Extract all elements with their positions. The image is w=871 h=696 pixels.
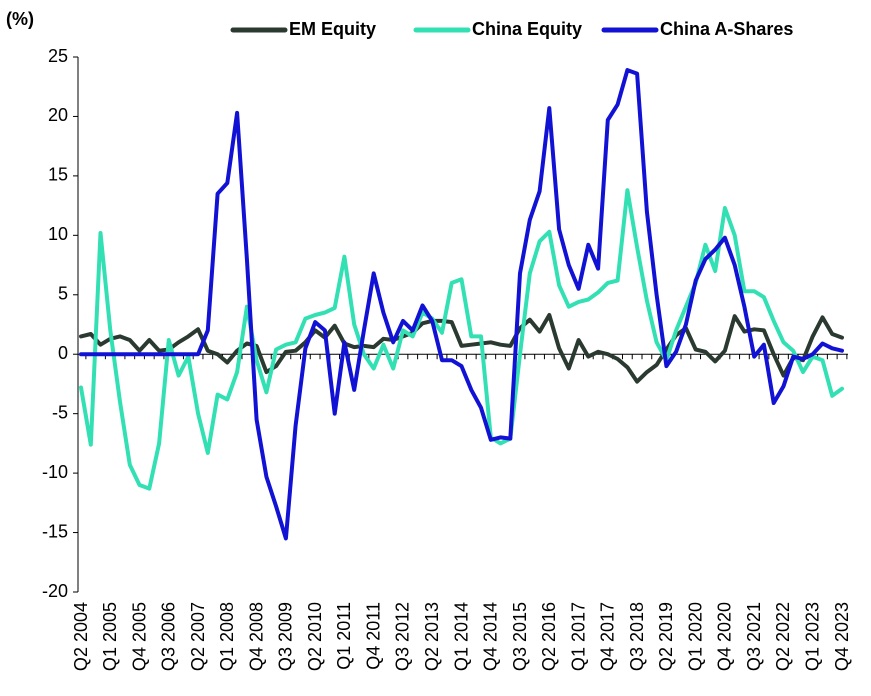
x-tick-label: Q4 2011: [363, 602, 383, 670]
x-tick-label: Q2 2022: [773, 602, 793, 671]
x-tick-label: Q3 2021: [744, 602, 764, 671]
legend-label: China A-Shares: [660, 19, 793, 39]
legend-label: EM Equity: [289, 19, 376, 39]
series-line: [79, 68, 844, 541]
x-tick-label: Q4 2005: [129, 602, 149, 671]
y-tick-label: -20: [42, 581, 68, 601]
x-tick-label: Q3 2012: [393, 602, 413, 671]
y-tick-label: 10: [48, 224, 68, 244]
x-tick-label: Q1 2014: [451, 602, 471, 671]
legend-label: China Equity: [472, 19, 582, 39]
x-tick-label: Q2 2007: [188, 602, 208, 671]
y-tick-label: -5: [52, 402, 68, 422]
y-tick-label: 5: [58, 284, 68, 304]
x-tick-label: Q3 2009: [276, 602, 296, 671]
series-line: [79, 313, 844, 384]
x-tick-label: Q2 2013: [422, 602, 442, 671]
y-tick-label: 20: [48, 105, 68, 125]
series-line: [79, 188, 844, 491]
y-tick-label: -15: [42, 521, 68, 541]
y-tick-label: 15: [48, 165, 68, 185]
y-tick-label: 25: [48, 46, 68, 66]
x-tick-label: Q2 2010: [305, 602, 325, 671]
y-tick-label: 0: [58, 343, 68, 363]
x-tick-label: Q4 2023: [832, 602, 852, 671]
x-tick-label: Q3 2015: [510, 602, 530, 671]
x-tick-label: Q3 2018: [627, 602, 647, 671]
x-tick-label: Q2 2016: [539, 602, 559, 671]
x-tick-label: Q1 2005: [100, 602, 120, 671]
x-tick-label: Q1 2017: [568, 602, 588, 671]
x-tick-label: Q1 2008: [217, 602, 237, 671]
y-axis-label: (%): [6, 9, 34, 29]
x-tick-label: Q1 2020: [685, 602, 705, 671]
x-tick-label: Q4 2014: [481, 602, 501, 671]
y-tick-label: -10: [42, 462, 68, 482]
x-tick-label: Q3 2006: [159, 602, 179, 671]
x-tick-label: Q2 2019: [656, 602, 676, 671]
x-tick-label: Q4 2020: [715, 602, 735, 671]
x-tick-label: Q1 2023: [802, 602, 822, 671]
x-tick-label: Q4 2017: [598, 602, 618, 671]
x-tick-label: Q2 2004: [71, 602, 91, 671]
x-tick-label: Q4 2008: [246, 602, 266, 671]
x-tick-label: Q1 2011: [334, 602, 354, 670]
